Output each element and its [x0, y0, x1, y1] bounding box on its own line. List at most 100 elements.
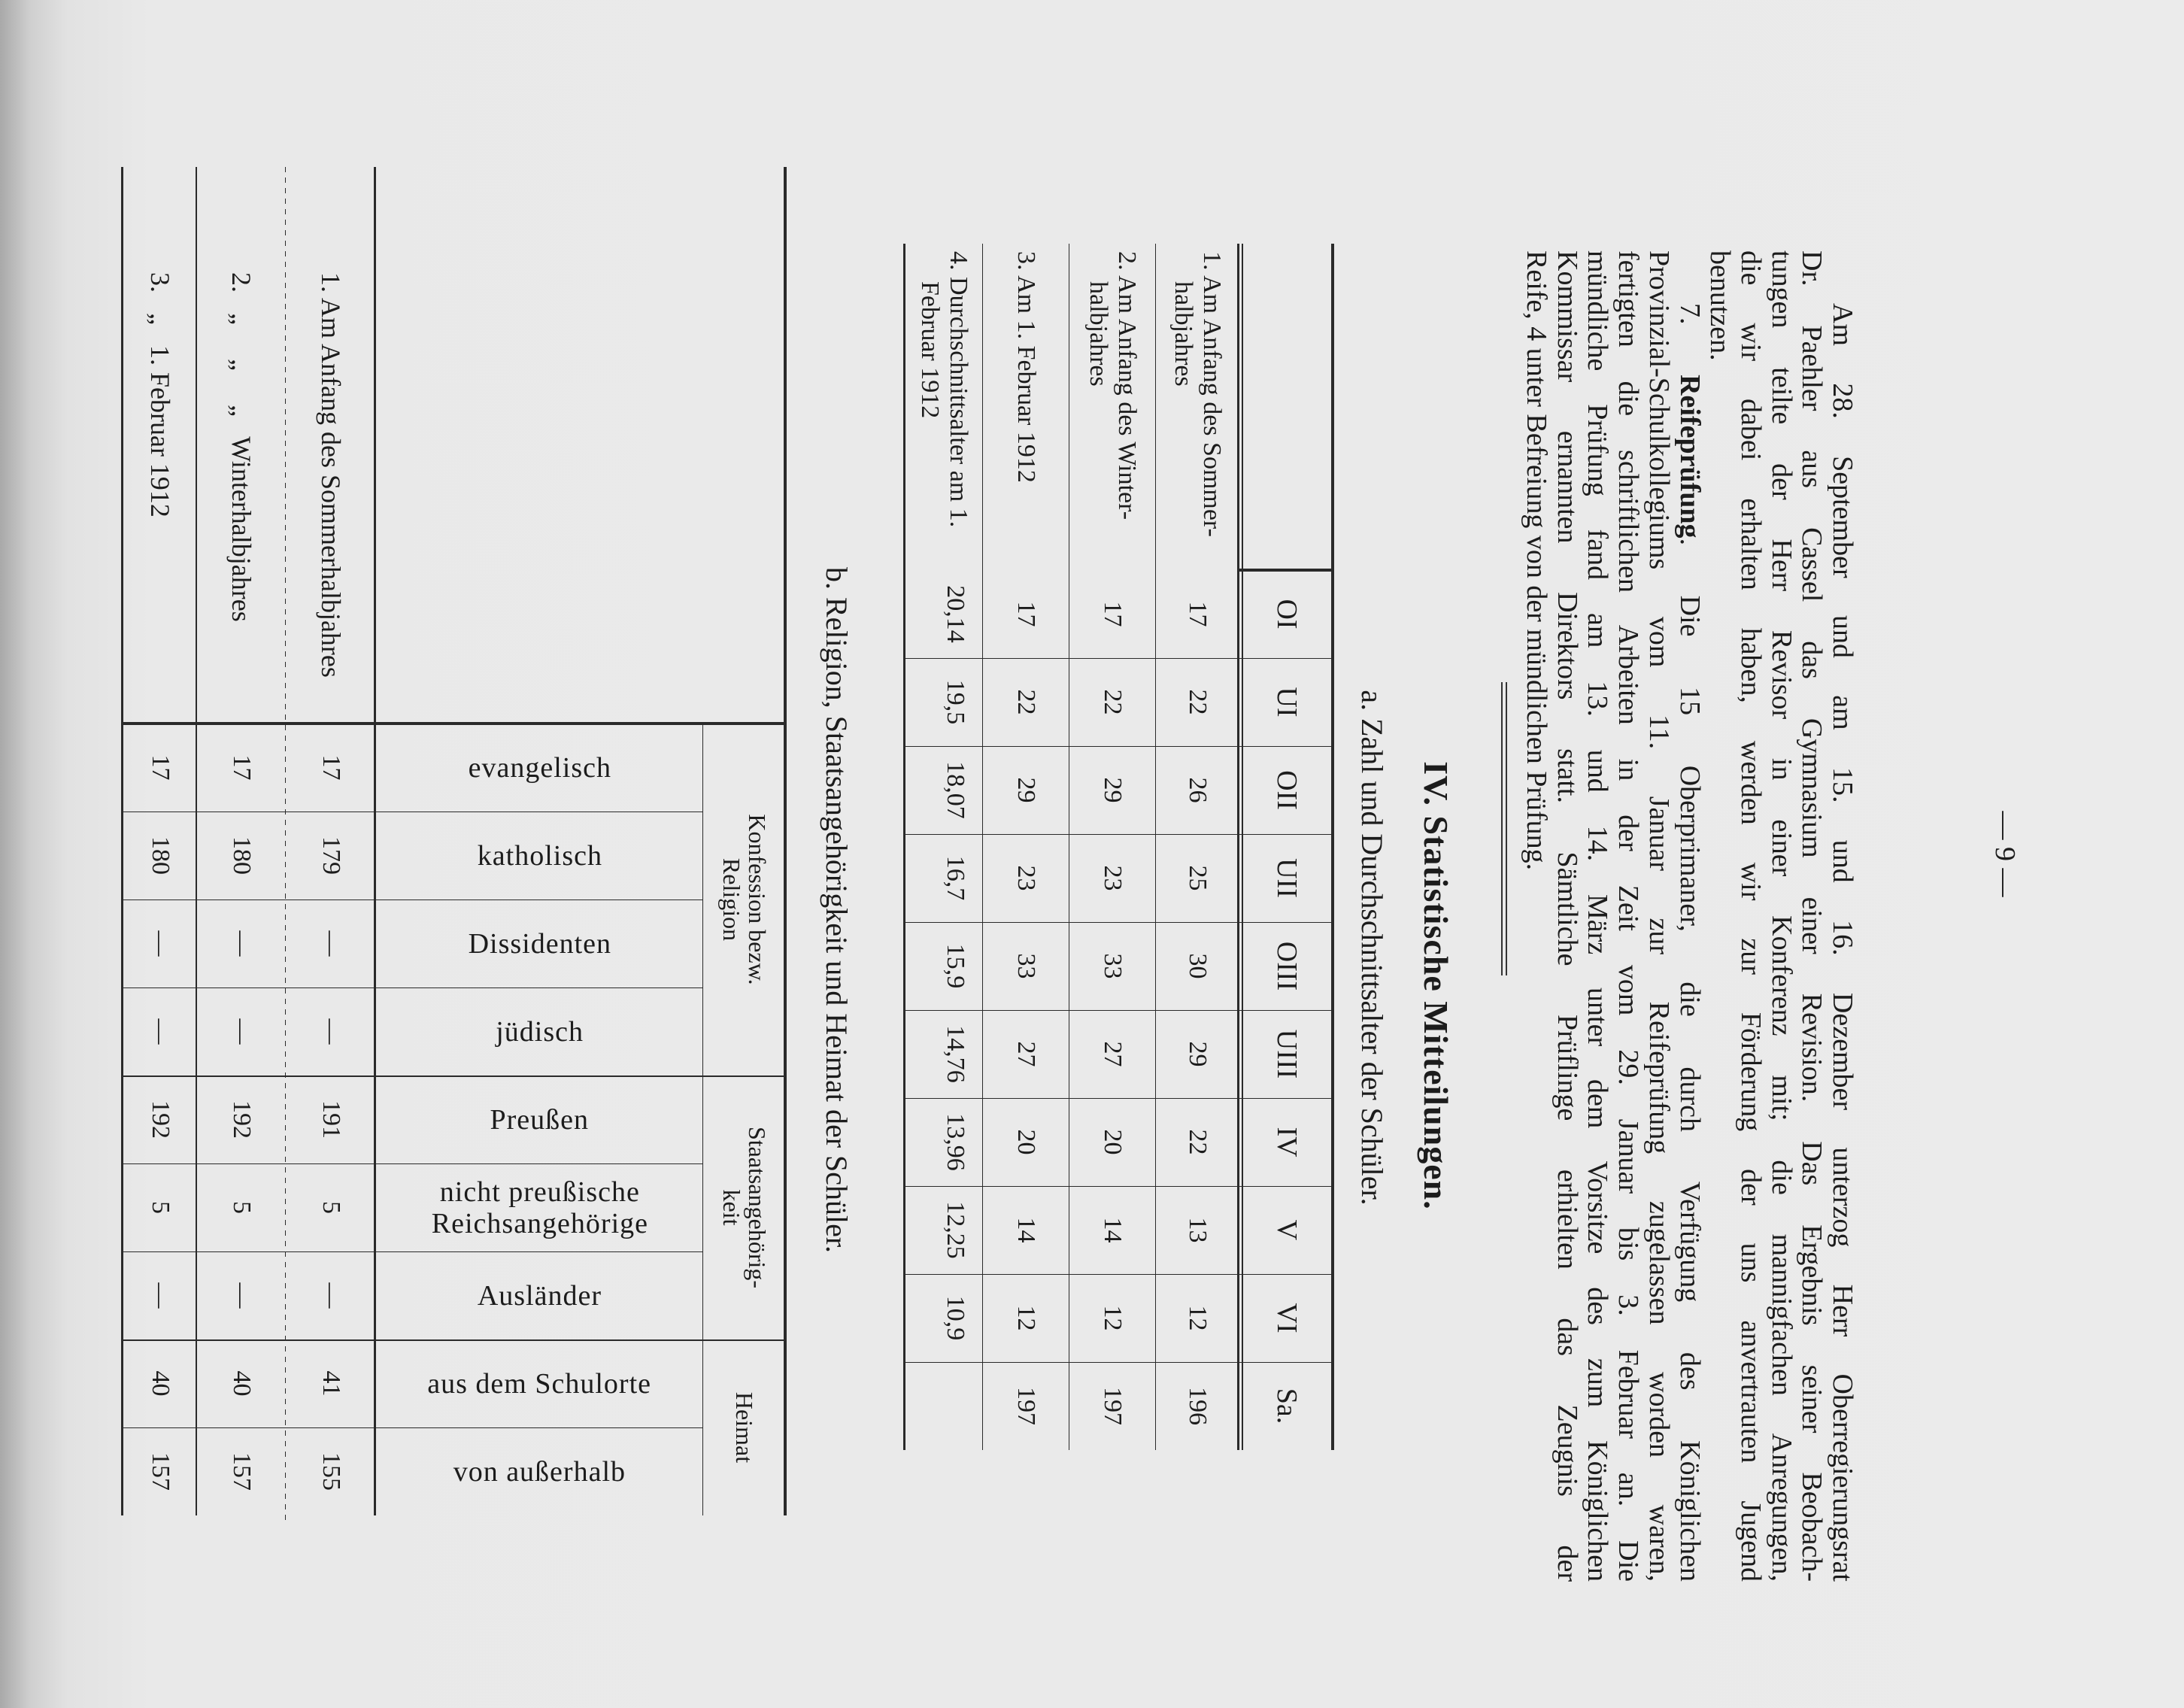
dotted-row-rule [285, 251, 286, 256]
column-header-text: Ausländer [478, 1280, 602, 1312]
section-7-number: 7. [1673, 303, 1706, 325]
table-cell: 22 [1184, 1129, 1212, 1155]
table-cell: 13 [1184, 1217, 1212, 1243]
table-cell: 22 [1184, 689, 1212, 715]
table-cell: 5 [147, 1201, 174, 1214]
table-cell: — [147, 1018, 174, 1045]
column-group-header-line: Heimat [731, 1391, 759, 1464]
row-label-line: 4. Durchschnittsalter am 1. [945, 251, 973, 528]
table-cell: 10,9 [942, 1295, 969, 1341]
table-cell: 17 [1099, 601, 1127, 627]
table-cell: 13,96 [942, 1113, 969, 1171]
column-group-header-line: Religion [718, 857, 746, 942]
dotted-row-rule [285, 209, 286, 214]
column-header-line: Ausländer [477, 1279, 602, 1312]
table-cell: 191 [317, 1100, 345, 1139]
dotted-row-rule [285, 220, 286, 225]
column-header: OII [1271, 770, 1303, 810]
column-header-text: aus dem Schulorte [428, 1368, 652, 1400]
table-cell: 26 [1184, 777, 1212, 803]
dotted-row-rule [285, 167, 286, 172]
table-cell: 192 [228, 1100, 256, 1139]
section-7-first-line: 7. Reifeprüfung. Die 15 Oberprimaner, di… [1673, 250, 1706, 1582]
table-cell: 27 [1012, 1041, 1041, 1067]
row-label-line: halbjahres [1084, 281, 1113, 387]
table-cell: — [317, 930, 345, 957]
table-cell: — [147, 1282, 174, 1309]
column-header: von außerhalb [376, 1427, 703, 1515]
text-line: tungen teilte der Herr Revisor in einer … [1765, 250, 1797, 1582]
dotted-row-rule [285, 241, 286, 246]
table-cell: — [317, 1282, 345, 1309]
text-line: Reife, 4 unter Befreiung von der mündlic… [1521, 250, 1553, 871]
table-cell: 17 [317, 754, 345, 781]
column-header: Ausländer [376, 1251, 703, 1339]
column-header-text: jüdisch [496, 1016, 584, 1048]
table-cell: 5 [317, 1201, 345, 1214]
column-group-header: Konfession bezw. Religion [703, 724, 787, 1075]
table-a-title: a. Zahl und Durchschnittsalter der Schül… [1355, 690, 1389, 1206]
dotted-row-rule [285, 262, 286, 267]
table-cell: 41 [317, 1370, 345, 1397]
table-cell: 22 [1012, 689, 1041, 715]
table-cell: — [147, 930, 174, 957]
column-header: OIII [1271, 941, 1303, 991]
column-header-text: Preußen [490, 1104, 590, 1136]
row-label-line: 3. Am 1. Februar 1912 [1012, 251, 1041, 483]
column-header-line: nicht preußische [439, 1176, 640, 1208]
table-cell: — [317, 1018, 345, 1045]
dotted-row-rule [285, 177, 286, 183]
text-line: benutzen. [1704, 250, 1737, 361]
table-cell: 40 [147, 1370, 174, 1397]
double-rule-bottom [1501, 682, 1503, 975]
table-cell: 197 [1012, 1387, 1041, 1425]
column-header-text: von außerhalb [453, 1456, 626, 1488]
table-cell [905, 1362, 983, 1450]
column-group-header-line: Konfession bezw. [744, 814, 772, 985]
table-cell: 33 [1012, 953, 1041, 979]
column-header-line: jüdisch [496, 1015, 584, 1048]
table-cell: 196 [1184, 1387, 1212, 1425]
row-label-line: 1. Am Anfang des Sommer- [1198, 251, 1227, 537]
text-line: mündliche Prüfung fand am 13. und 14. Mä… [1582, 250, 1614, 1582]
table-cell: 192 [147, 1100, 174, 1139]
table-cell: 25 [1184, 865, 1212, 891]
table-cell: 27 [1099, 1041, 1127, 1067]
row-label: 2. „ „ „ Winterhalbjahres [226, 272, 256, 622]
table-cell: 157 [147, 1452, 174, 1491]
table-cell: 29 [1184, 1041, 1212, 1067]
column-header-text: nicht preußische Reichsangehörige [431, 1176, 648, 1239]
table-cell: 180 [147, 836, 174, 875]
double-rule-top [1506, 682, 1507, 975]
column-header: jüdisch [376, 987, 703, 1075]
table-cell: 5 [228, 1201, 256, 1214]
column-header: OI [1271, 599, 1303, 630]
dotted-row-rule [285, 199, 286, 204]
dotted-row-rule [285, 188, 286, 193]
column-header: UIII [1271, 1029, 1303, 1079]
column-header-line: katholisch [477, 839, 602, 872]
column-group-header-line: keit [718, 1189, 746, 1226]
table-cell: 17 [1184, 601, 1212, 627]
table-cell: 19,5 [942, 679, 969, 725]
table-cell: 23 [1099, 865, 1127, 891]
column-header-line: Dissidenten [468, 927, 611, 960]
table-cell: 157 [228, 1452, 256, 1491]
row-label-line: 2. Am Anfang des Winter- [1113, 251, 1142, 520]
table-cell: 14 [1012, 1217, 1041, 1243]
table-cell: 17 [1012, 601, 1041, 627]
text-line: fertigten die schriftlichen Arbeiten in … [1612, 250, 1645, 1582]
row-label: 3. Am 1. Februar 1912 [983, 251, 1069, 563]
column-group-header: Staatsangehörig-keit [703, 1075, 787, 1339]
table-cell: 12 [1012, 1305, 1041, 1331]
dotted-row-rule [285, 230, 286, 235]
column-header: evangelisch [376, 724, 703, 812]
table-cell: 29 [1099, 777, 1127, 803]
text-line: Provinzial-Schulkollegiums vom 11. Janua… [1643, 250, 1675, 1582]
text-line: Am 28. September und am 15. und 16. Deze… [1827, 303, 1858, 1582]
table-cell: 14,76 [942, 1025, 969, 1083]
table-cell: 17 [147, 754, 174, 781]
text-line: Dr. Paehler aus Cassel das Gymnasium ein… [1796, 250, 1828, 1582]
table-cell: 12 [1184, 1305, 1212, 1331]
